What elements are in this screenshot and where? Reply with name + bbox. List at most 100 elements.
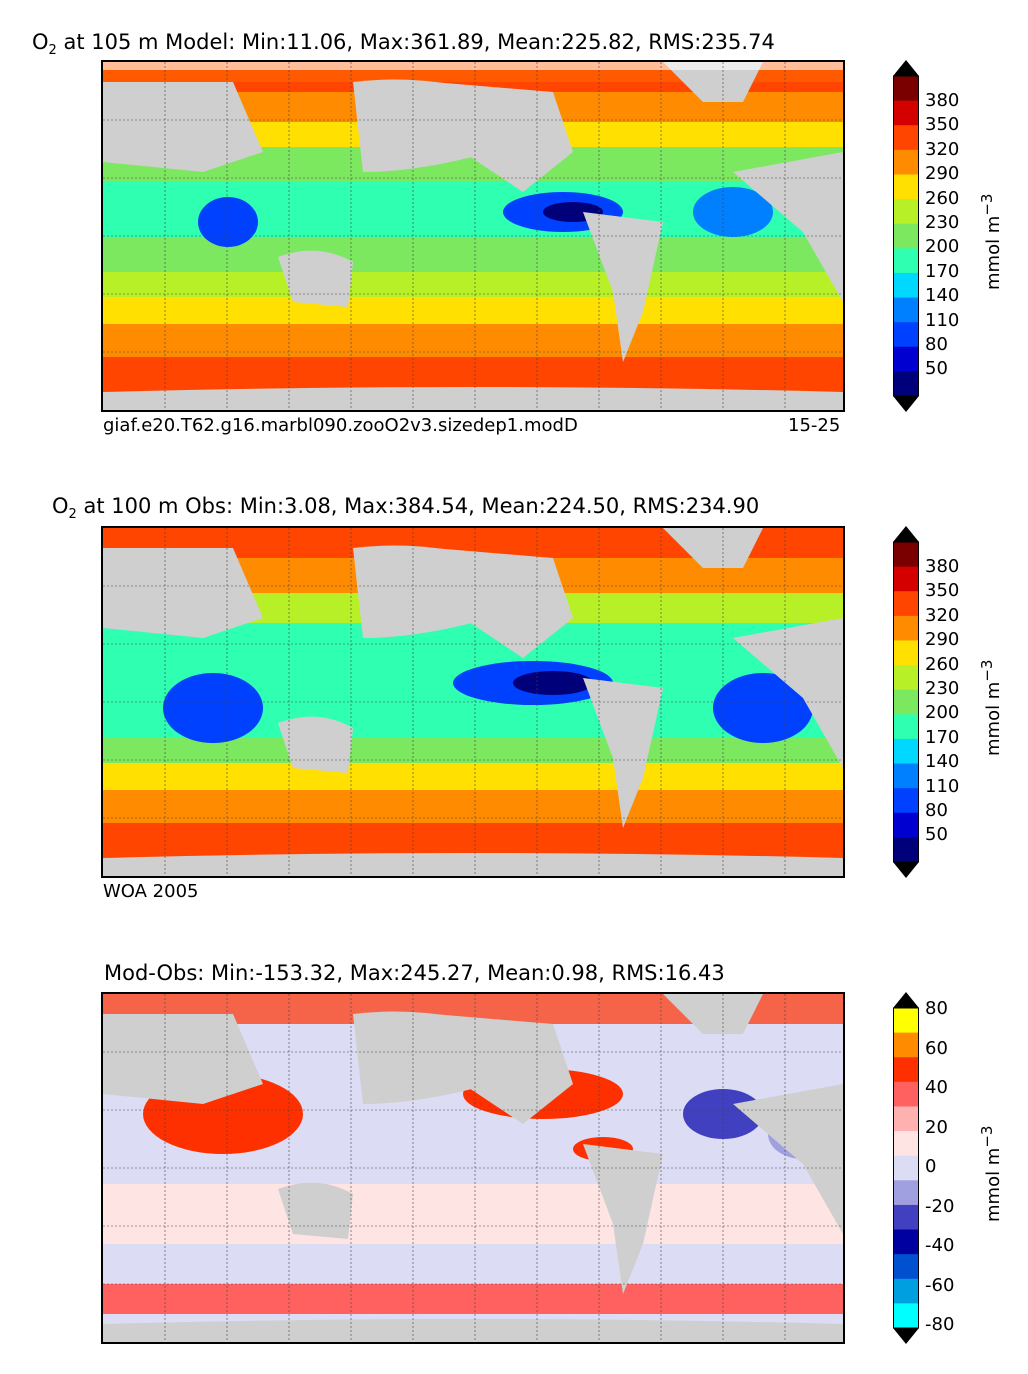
colorbar-1-tick-label: 260 — [925, 187, 960, 209]
colorbar-3-swatch — [893, 1131, 919, 1157]
colorbar-1-unit: mmol m−3 — [978, 193, 1004, 290]
colorbar-3-tick-label: -80 — [925, 1314, 955, 1335]
colorbar-3-tick-label: -20 — [925, 1195, 955, 1217]
colorbar-1-swatch — [893, 199, 919, 225]
colorbar-2-swatch — [893, 591, 919, 617]
colorbar-1-swatch — [893, 272, 919, 299]
colorbar-3-tick-label: 40 — [925, 1077, 948, 1098]
colorbar-3-swatch — [893, 1106, 919, 1132]
colorbar-1-swatch — [893, 125, 919, 151]
colorbar-2-swatch — [893, 689, 919, 715]
colorbar-1 — [893, 60, 919, 412]
colorbar-2-tick-label: 230 — [925, 678, 960, 699]
colorbar-2-tick-label: 200 — [925, 702, 960, 724]
colorbar-1-tick-label: 380 — [925, 90, 960, 111]
colorbar-1-swatch — [893, 346, 919, 372]
o2-obs-map — [103, 528, 843, 876]
colorbar-3-swatch — [893, 1008, 919, 1034]
colorbar-3-top-extend — [893, 992, 919, 1008]
colorbar-3-swatch — [893, 1057, 919, 1083]
colorbar-1-tick-label: 170 — [925, 260, 960, 282]
panel2-title-rest: at 100 m Obs: Min:3.08, Max:384.54, Mean… — [76, 494, 760, 518]
colorbar-3-swatch — [893, 1180, 919, 1206]
colorbar-1-tick-label: 200 — [925, 236, 960, 258]
panel2-footer-left: WOA 2005 — [103, 881, 199, 902]
o2-diff-map — [103, 994, 843, 1342]
colorbar-3-swatch — [893, 1303, 919, 1329]
colorbar-2-tick-label: 320 — [925, 604, 960, 626]
panel1-title-sub: 2 — [48, 43, 57, 59]
colorbar-1-swatch — [893, 248, 919, 274]
panel1-title: O2 at 105 m Model: Min:11.06, Max:361.89… — [32, 30, 775, 58]
colorbar-1-tick-label: 230 — [925, 212, 960, 233]
colorbar-2-swatch — [893, 542, 919, 568]
colorbar-2-tick-label: 380 — [925, 556, 960, 577]
colorbar-2-tick-label: 80 — [925, 800, 948, 821]
colorbar-3-tick-label: 60 — [925, 1037, 948, 1059]
colorbar-2-bottom-extend — [893, 862, 919, 878]
colorbar-2-tick-label: 110 — [925, 775, 960, 797]
colorbar-1-swatch — [893, 100, 919, 126]
colorbar-2-swatch — [893, 615, 919, 641]
colorbar-1-swatch — [893, 223, 919, 249]
colorbar-2-tick-label: 50 — [925, 824, 948, 846]
colorbar-1-swatch — [893, 149, 919, 175]
colorbar-1-tick-label: 290 — [925, 163, 960, 185]
colorbar-3-unit: mmol m−3 — [978, 1125, 1004, 1222]
colorbar-3-swatch — [893, 1254, 919, 1280]
colorbar-1-swatch — [893, 322, 919, 348]
colorbar-3-swatch — [893, 1204, 919, 1231]
colorbar-1-tick-label: 50 — [925, 358, 948, 380]
panel3-title: Mod-Obs: Min:-153.32, Max:245.27, Mean:0… — [104, 961, 725, 985]
panel1-map — [101, 60, 845, 412]
colorbar-3-swatch — [893, 1229, 919, 1255]
panel2-title: O2 at 100 m Obs: Min:3.08, Max:384.54, M… — [52, 494, 759, 522]
colorbar-1-swatch — [893, 297, 919, 323]
panel2-map — [101, 526, 845, 878]
colorbar-2-tick-label: 140 — [925, 751, 960, 773]
panel1-footer-right: 15-25 — [788, 415, 841, 436]
colorbar-2-swatch — [893, 566, 919, 592]
panel1-title-var: O — [32, 30, 49, 54]
colorbar-2-tick-label: 260 — [925, 653, 960, 675]
colorbar-3-tick-label: 20 — [925, 1116, 948, 1138]
colorbar-3-bottom-extend — [893, 1328, 919, 1344]
colorbar-3-tick-label: 0 — [925, 1156, 937, 1177]
colorbar-1-bottom-extend — [893, 396, 919, 412]
colorbar-2-swatch — [893, 812, 919, 838]
colorbar-3-swatch — [893, 1032, 919, 1058]
colorbar-2-swatch — [893, 665, 919, 691]
colorbar-1-swatch — [893, 371, 919, 397]
o2-model-map — [103, 62, 843, 410]
colorbar-1-tick-label: 110 — [925, 309, 960, 331]
colorbar-1-top-extend — [893, 60, 919, 76]
panel3-map — [101, 992, 845, 1344]
colorbar-3-tick-label: 80 — [925, 998, 948, 1019]
colorbar-3-swatch — [893, 1081, 919, 1107]
colorbar-1-tick-label: 140 — [925, 285, 960, 307]
colorbar-2-swatch — [893, 837, 919, 863]
colorbar-1-swatch — [893, 76, 919, 102]
panel2-title-sub: 2 — [68, 507, 77, 523]
colorbar-3-tick-label: -60 — [925, 1274, 955, 1296]
colorbar-3-swatch — [893, 1278, 919, 1304]
colorbar-3 — [893, 992, 919, 1344]
colorbar-2-swatch — [893, 640, 919, 666]
panel1-footer-left: giaf.e20.T62.g16.marbl090.zooO2v3.sizede… — [103, 415, 578, 436]
colorbar-2 — [893, 526, 919, 878]
colorbar-1-tick-label: 320 — [925, 138, 960, 160]
colorbar-2-tick-label: 350 — [925, 580, 960, 602]
colorbar-2-unit: mmol m−3 — [978, 659, 1004, 756]
colorbar-3-tick-label: -40 — [925, 1235, 955, 1256]
colorbar-2-swatch — [893, 788, 919, 814]
colorbar-2-swatch — [893, 763, 919, 789]
colorbar-2-tick-label: 170 — [925, 726, 960, 748]
colorbar-3-swatch — [893, 1155, 919, 1181]
panel2-title-var: O — [52, 494, 69, 518]
colorbar-2-top-extend — [893, 526, 919, 542]
colorbar-2-tick-label: 290 — [925, 629, 960, 651]
colorbar-2-swatch — [893, 738, 919, 765]
colorbar-1-swatch — [893, 174, 919, 200]
panel1-title-rest: at 105 m Model: Min:11.06, Max:361.89, M… — [56, 30, 775, 54]
colorbar-1-tick-label: 350 — [925, 114, 960, 136]
